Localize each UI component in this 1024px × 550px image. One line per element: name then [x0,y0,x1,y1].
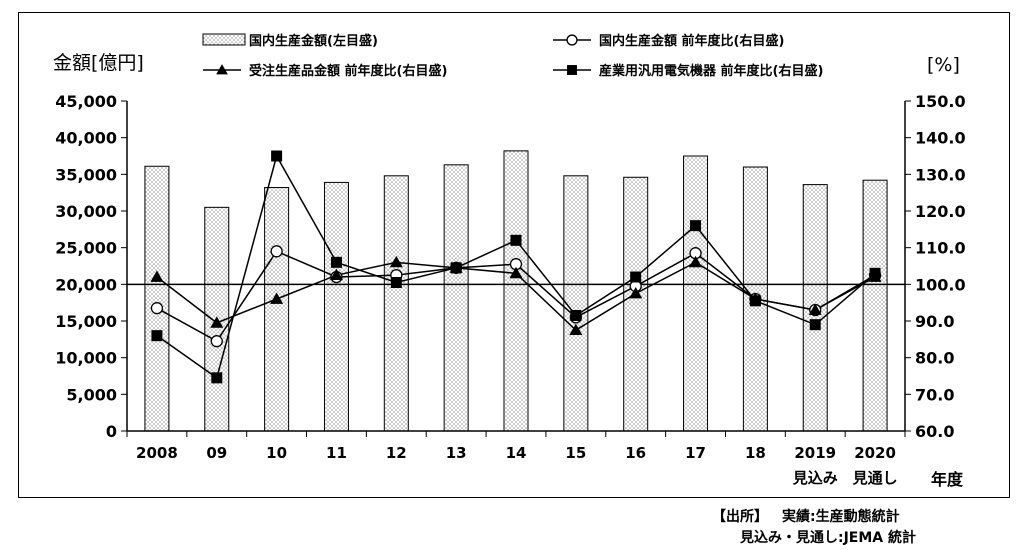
point-square-2019 [809,319,821,331]
bar-10 [264,187,290,432]
right-tick-label: 90.0 [915,312,954,331]
right-tick-label: 60.0 [915,422,954,441]
bar-17 [683,155,709,432]
left-tick-label: 0 [106,422,117,441]
point-triangle-09 [210,316,224,328]
point-triangle-12 [389,255,403,268]
x-tick-label: 10 [266,444,287,462]
legend-marker-square [567,65,577,75]
x-tick-label: 2008 [136,444,178,462]
right-tick-label: 100.0 [915,275,966,294]
source-line-1: 【出所】 実績:生産動態統計 [712,506,900,526]
legend-swatch-bars [202,33,246,46]
left-tick-label: 15,000 [55,312,117,331]
point-triangle-16 [629,287,643,299]
x-tick-label: 2020 [854,444,896,462]
x-tick-label: 09 [206,444,227,462]
bar-16 [623,176,649,432]
left-tick-label: 35,000 [55,165,117,184]
bar-2020 [862,179,888,432]
point-square-2008 [151,330,163,342]
x-tick-label: 17 [685,444,706,462]
point-triangle-11 [329,268,343,281]
x-tick-label: 14 [506,444,527,462]
point-square-13 [450,262,462,274]
bar-15 [563,175,589,432]
right-tick-label: 140.0 [915,129,966,148]
right-tick-label: 110.0 [915,239,966,258]
bar-2008 [144,165,170,432]
x-tick-sublabel: 見込み [792,469,838,487]
bar-14 [503,150,529,432]
right-tick-label: 120.0 [915,202,966,221]
x-tick-label: 2019 [794,444,836,462]
legend-label: 国内生産金額 前年度比(右目盛) [599,33,784,49]
legend-marker-circle-open [566,34,578,46]
left-tick-label: 5,000 [66,385,117,404]
point-triangle-10 [270,292,284,304]
chart-frame: 金額[億円] [%] 国内生産金額(左目盛) 国内生産金額 前年度比(右目盛) 受注生産… [18,12,1010,498]
point-triangle-15 [569,323,583,336]
x-tick-sublabel: 見通し [852,469,898,487]
source-label: 【出所】 [712,509,768,525]
x-tick-label: 13 [446,444,467,462]
right-tick-label: 150.0 [915,92,966,111]
x-tick-label: 12 [386,444,407,462]
point-circle-open-2008 [150,302,164,315]
point-square-09 [211,372,223,384]
point-circle-open-10 [270,245,283,258]
legend-label: 産業用汎用電気機器 前年度比(右目盛) [599,63,823,79]
point-triangle-2019 [808,303,822,315]
right-tick-label: 80.0 [915,349,954,368]
bar-11 [323,181,349,432]
left-tick-label: 30,000 [55,202,117,221]
x-axis-title: 年度 [931,470,964,489]
point-square-16 [630,271,642,283]
point-square-11 [330,256,342,268]
point-square-14 [510,234,522,246]
legend-marker-triangle [216,64,228,75]
right-tick-label: 70.0 [915,385,954,404]
chart-svg: 金額[億円] [%] 国内生産金額(左目盛) 国内生産金額 前年度比(右目盛) 受注生産… [53,33,966,489]
point-square-10 [271,150,283,162]
left-tick-label: 25,000 [55,239,117,258]
point-triangle-2008 [150,270,164,282]
point-triangle-17 [689,255,703,268]
point-circle-open-09 [210,335,223,348]
left-tick-label: 10,000 [55,349,117,368]
point-square-15 [570,310,582,321]
legend-label: 国内生産金額(左目盛) [249,33,378,49]
source-line-2: 見込み・見通し:JEMA 統計 [740,530,917,546]
bar-12 [383,175,409,432]
x-tick-label: 15 [565,444,586,462]
x-tick-label: 18 [745,444,766,462]
right-tick-label: 130.0 [915,165,966,184]
point-square-12 [390,277,402,288]
point-square-17 [690,220,702,232]
left-tick-label: 40,000 [55,129,117,148]
point-triangle-14 [509,266,523,279]
left-tick-label: 45,000 [55,92,117,111]
point-square-18 [749,295,761,307]
right-axis-title: [%] [927,54,960,76]
legend-label: 受注生産品金額 前年度比(右目盛) [249,63,447,79]
x-tick-label: 16 [625,444,646,462]
x-tick-label: 11 [326,444,347,462]
bar-13 [443,164,469,432]
left-tick-label: 20,000 [55,275,117,294]
source-text-actual: 実績:生産動態統計 [782,509,900,525]
left-axis-title: 金額[億円] [53,52,144,74]
point-square-2020 [869,267,881,279]
